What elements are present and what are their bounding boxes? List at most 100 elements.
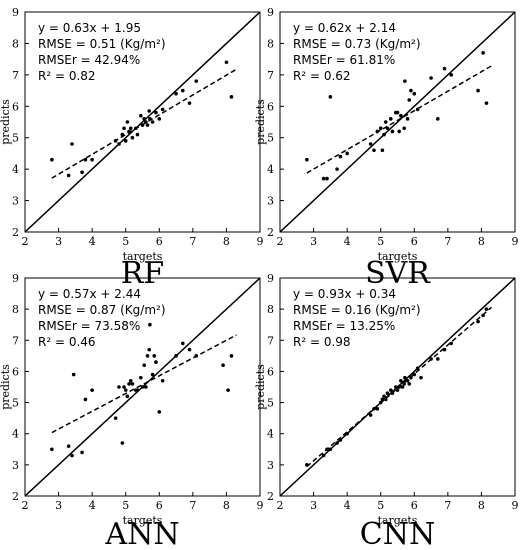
data-point	[229, 95, 234, 99]
x-tick-label: 2	[22, 499, 29, 512]
data-point	[150, 372, 155, 377]
x-tick-label: 2	[277, 235, 284, 248]
data-point	[378, 126, 383, 131]
chart-panel-ann: 2 3 4 5 6 7 8 9 2 3 4 5 6 7 8 9 targets predicts y = 0.57x…	[0, 272, 264, 550]
data-point	[395, 388, 400, 392]
data-point	[180, 88, 185, 93]
data-point	[187, 347, 192, 352]
y-tick-label: 5	[267, 132, 274, 145]
x-tick-label: 4	[89, 235, 96, 248]
y-tick-label: 8	[267, 37, 274, 50]
data-point	[123, 388, 128, 392]
data-point	[476, 88, 480, 93]
x-tick-label: 8	[478, 499, 485, 512]
model-label: RF	[121, 256, 164, 291]
data-point	[442, 347, 447, 352]
data-point	[160, 378, 165, 383]
axes-frame	[279, 277, 516, 497]
y-tick-label: 2	[267, 490, 274, 503]
data-point	[229, 354, 234, 358]
data-point	[385, 126, 390, 131]
y-tick-label: 6	[267, 365, 274, 378]
data-point	[83, 397, 88, 402]
annotation-3: RMSEr = 61.81%	[293, 53, 395, 67]
x-tick-label: 2	[22, 235, 29, 248]
data-point	[154, 110, 158, 115]
data-point	[484, 307, 489, 311]
annotation-2: RMSE = 0.73 (Kg/m²)	[293, 37, 421, 51]
data-point	[194, 79, 199, 83]
data-point	[157, 117, 162, 121]
data-point	[80, 450, 84, 455]
model-label: SVR	[365, 256, 431, 291]
data-point	[382, 132, 386, 137]
y-tick-label: 5	[12, 397, 19, 410]
annotation-4: R² = 0.98	[293, 335, 351, 349]
x-tick-label: 2	[277, 499, 284, 512]
annotation-3: RMSEr = 42.94%	[38, 53, 140, 67]
data-point	[321, 176, 326, 181]
x-tick-label: 8	[478, 235, 485, 248]
data-point	[407, 382, 412, 386]
data-point	[70, 142, 74, 146]
y-tick-label: 2	[12, 490, 19, 503]
x-tick-label: 6	[156, 235, 163, 248]
data-point	[305, 157, 309, 162]
y-tick-label: 9	[267, 6, 274, 19]
model-label: ANN	[104, 517, 179, 550]
data-point	[224, 60, 229, 65]
data-point	[148, 117, 152, 121]
y-tick-label: 6	[12, 365, 19, 378]
data-point	[174, 91, 178, 96]
y-tick-label: 4	[12, 428, 19, 441]
y-tick-label: 9	[267, 272, 274, 285]
data-point	[409, 375, 413, 380]
model-label: CNN	[360, 517, 435, 550]
x-axis-label: targets	[378, 250, 418, 263]
x-tick-label: 9	[257, 499, 264, 512]
annotation-1: y = 0.63x + 1.95	[38, 21, 141, 35]
data-point	[66, 173, 71, 178]
y-axis-label: predicts	[0, 364, 12, 410]
identity-line	[280, 12, 515, 232]
data-point	[125, 394, 130, 399]
x-tick-label: 6	[411, 235, 418, 248]
data-point	[130, 382, 135, 386]
x-tick-label: 7	[189, 499, 196, 512]
y-tick-label: 5	[12, 132, 19, 145]
axes-frame	[24, 11, 261, 233]
data-point	[412, 372, 417, 377]
data-point	[345, 431, 349, 436]
data-point	[405, 117, 410, 121]
x-tick-label: 7	[189, 235, 196, 248]
data-point	[328, 447, 333, 452]
axes-frame	[24, 277, 261, 497]
data-point	[338, 154, 343, 159]
data-point	[378, 400, 383, 405]
data-point	[435, 117, 440, 121]
data-point	[120, 132, 125, 137]
identity-line	[25, 12, 260, 232]
data-point	[147, 347, 152, 352]
y-tick-label: 2	[12, 226, 19, 239]
y-tick-label: 4	[267, 428, 274, 441]
x-tick-label: 5	[122, 235, 129, 248]
data-point	[419, 375, 423, 380]
data-point	[139, 375, 143, 380]
data-point	[380, 397, 385, 402]
data-point	[429, 357, 433, 361]
data-point	[481, 51, 485, 55]
y-tick-label: 6	[12, 100, 19, 113]
data-point	[335, 167, 339, 171]
data-point	[157, 410, 162, 414]
data-point	[394, 385, 398, 389]
x-axis-label: targets	[123, 250, 163, 263]
fit-line	[51, 68, 237, 179]
data-point	[372, 148, 376, 153]
data-point	[372, 407, 376, 411]
data-point	[128, 126, 133, 131]
annotation-3: RMSEr = 13.25%	[293, 319, 395, 333]
x-tick-label: 5	[377, 499, 384, 512]
